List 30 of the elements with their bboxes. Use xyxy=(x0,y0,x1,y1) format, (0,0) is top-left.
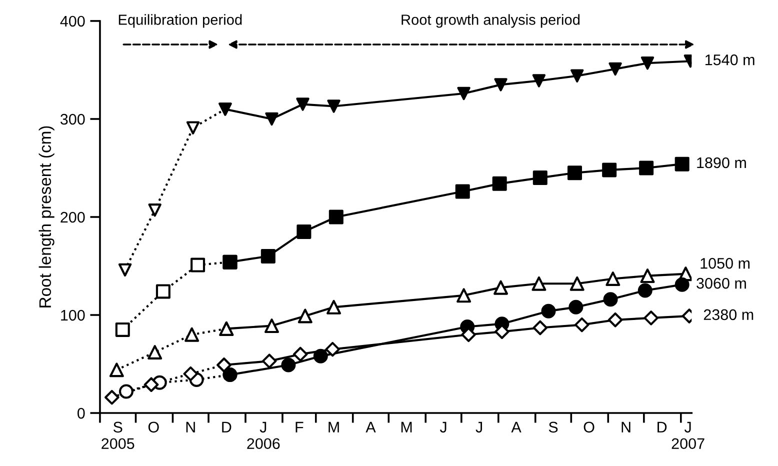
y-tick-label: 400 xyxy=(60,16,85,27)
y-tick-label: 0 xyxy=(77,408,85,419)
annotation: Equilibration period xyxy=(118,14,242,28)
x-tick-label: S 2005 xyxy=(102,422,134,450)
x-tick-label: D xyxy=(658,422,667,432)
x-tick-label: J 2007 xyxy=(672,422,704,450)
series-label: 2380 m xyxy=(704,309,754,320)
x-tick-label: M xyxy=(328,422,339,432)
x-tick-label: A xyxy=(366,422,376,432)
x-tick-label: O xyxy=(584,422,594,433)
annotation: Root growth analysis period xyxy=(402,14,580,28)
x-tick-label: J xyxy=(440,422,446,433)
x-tick-label: O xyxy=(148,422,159,433)
series-label: 3060 m xyxy=(696,278,746,289)
y-axis-title: Root length present (cm) xyxy=(38,126,54,308)
series-label: 1540 m xyxy=(706,54,754,66)
x-tick-label: N xyxy=(622,422,630,432)
x-tick-label: F xyxy=(296,422,304,432)
series-label: 1890 m xyxy=(697,157,746,168)
x-tick-label: N xyxy=(186,422,195,432)
x-tick-label: A xyxy=(511,422,522,432)
x-tick-label: S xyxy=(548,422,558,433)
x-tick-label: D xyxy=(222,422,232,432)
series-label: 1050 m xyxy=(700,258,750,269)
x-tick-label: M xyxy=(401,422,412,432)
x-tick-label: J xyxy=(476,422,482,433)
y-tick-label: 100 xyxy=(61,310,85,321)
y-tick-label: 300 xyxy=(60,114,85,125)
y-tick-label: 200 xyxy=(60,212,85,223)
x-tick-label: J 2006 xyxy=(247,422,280,450)
